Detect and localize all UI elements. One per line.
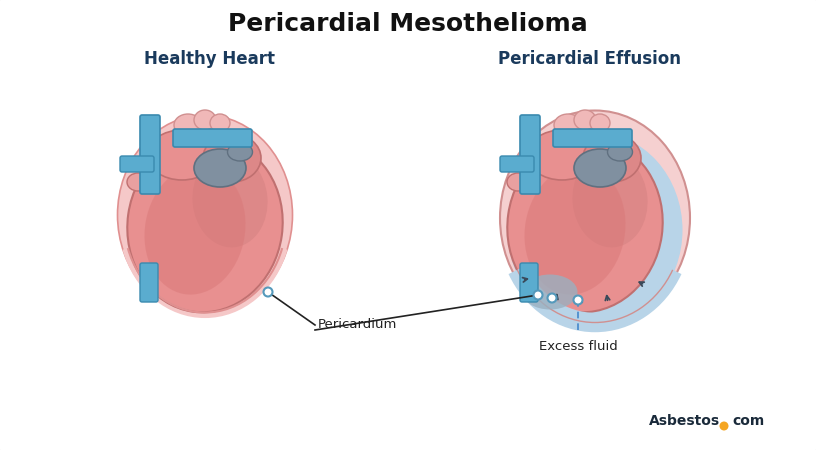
FancyBboxPatch shape	[553, 129, 632, 147]
Circle shape	[534, 291, 543, 300]
Circle shape	[720, 422, 729, 431]
Ellipse shape	[127, 138, 282, 312]
Ellipse shape	[572, 153, 648, 248]
Circle shape	[574, 296, 583, 305]
Ellipse shape	[574, 110, 596, 130]
Circle shape	[264, 288, 273, 297]
Ellipse shape	[500, 111, 690, 325]
FancyBboxPatch shape	[520, 263, 538, 302]
FancyBboxPatch shape	[120, 156, 154, 172]
Text: Healthy Heart: Healthy Heart	[144, 50, 276, 68]
Ellipse shape	[210, 114, 230, 132]
FancyBboxPatch shape	[140, 115, 160, 194]
Ellipse shape	[228, 143, 252, 161]
Text: Pericardial Mesothelioma: Pericardial Mesothelioma	[228, 12, 588, 36]
FancyBboxPatch shape	[520, 115, 540, 194]
Ellipse shape	[514, 161, 596, 269]
Ellipse shape	[525, 166, 626, 295]
Text: Excess fluid: Excess fluid	[539, 340, 618, 353]
Ellipse shape	[193, 153, 268, 248]
Ellipse shape	[194, 149, 246, 187]
Ellipse shape	[194, 110, 216, 130]
Ellipse shape	[147, 130, 217, 180]
Text: Pericardium: Pericardium	[318, 319, 397, 332]
Ellipse shape	[144, 166, 246, 295]
Text: com: com	[733, 414, 765, 428]
Ellipse shape	[574, 149, 626, 187]
Ellipse shape	[508, 132, 682, 328]
Ellipse shape	[134, 161, 216, 269]
Ellipse shape	[607, 143, 632, 161]
FancyBboxPatch shape	[173, 129, 252, 147]
Ellipse shape	[203, 134, 261, 182]
Ellipse shape	[174, 114, 202, 136]
Ellipse shape	[118, 115, 292, 315]
FancyBboxPatch shape	[500, 156, 534, 172]
Ellipse shape	[522, 274, 578, 310]
Ellipse shape	[507, 173, 529, 191]
Text: Pericardial Effusion: Pericardial Effusion	[499, 50, 681, 68]
Ellipse shape	[590, 114, 610, 132]
Ellipse shape	[527, 130, 597, 180]
Ellipse shape	[583, 134, 641, 182]
Circle shape	[548, 293, 557, 302]
Ellipse shape	[127, 173, 149, 191]
FancyBboxPatch shape	[140, 263, 158, 302]
Ellipse shape	[508, 138, 663, 312]
Text: Asbestos: Asbestos	[649, 414, 720, 428]
Ellipse shape	[554, 114, 582, 136]
